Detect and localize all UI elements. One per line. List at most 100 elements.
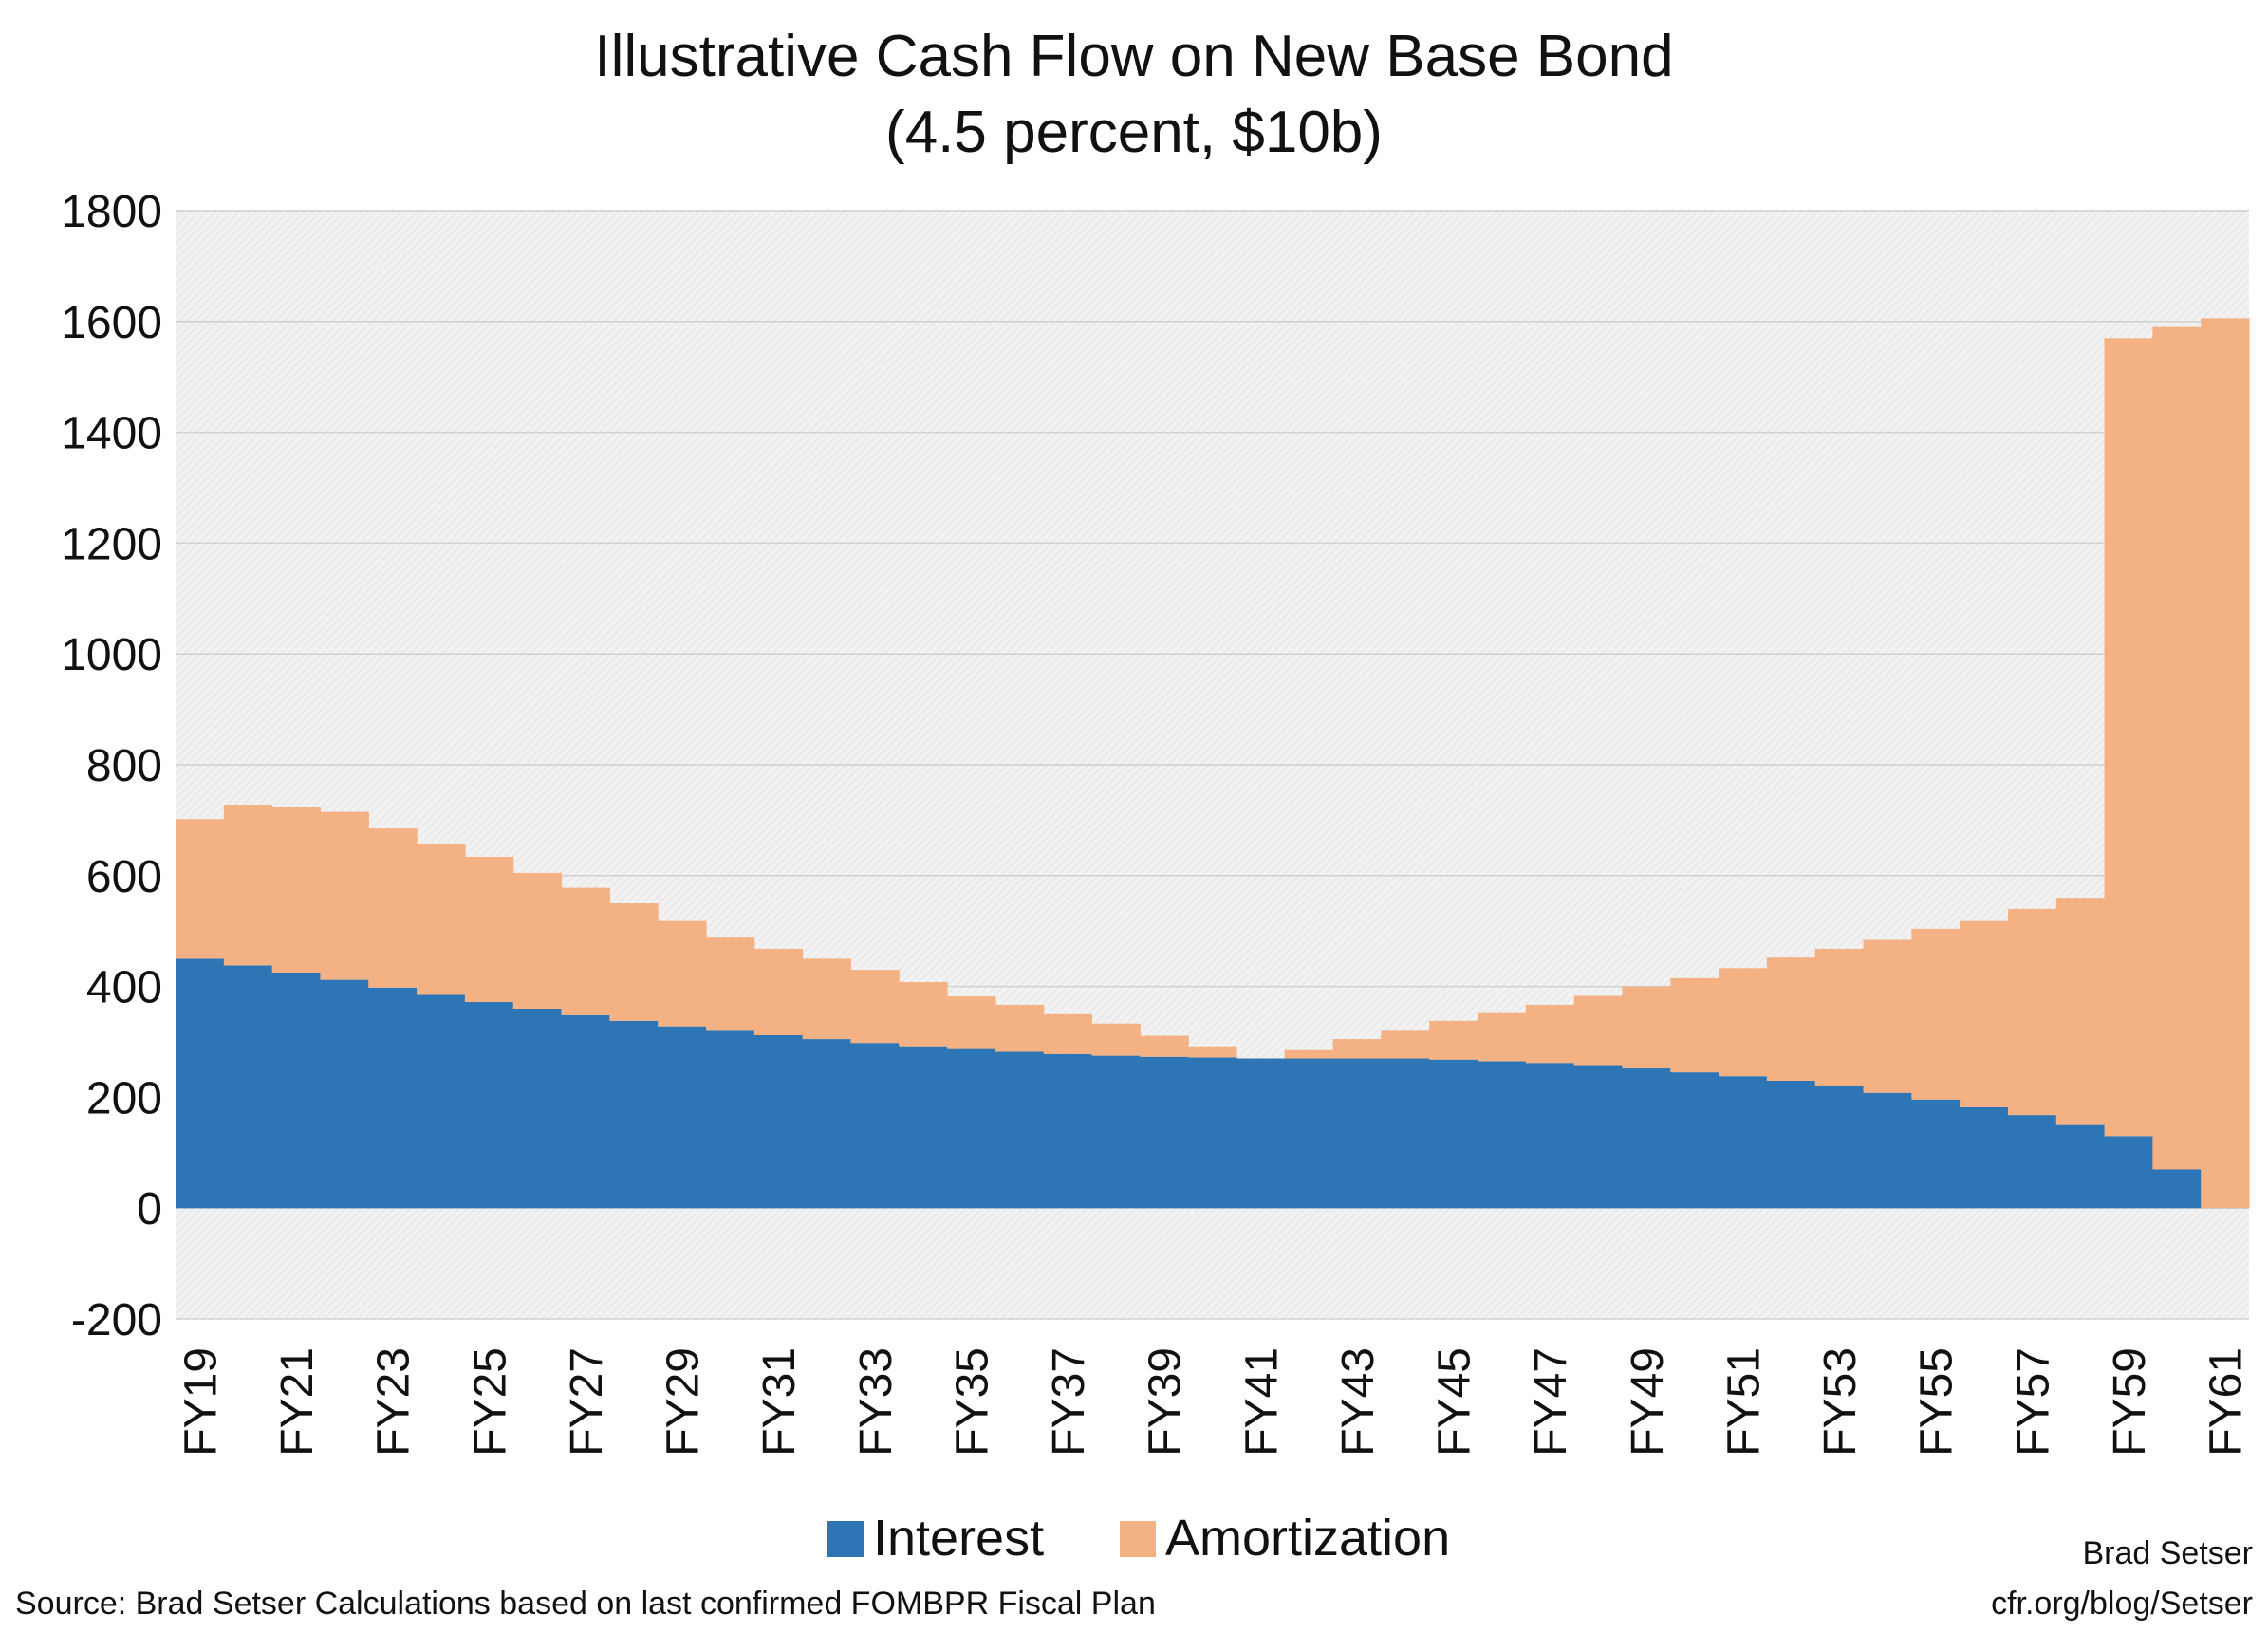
bar-amortization (1332, 1039, 1382, 1059)
x-tick-label: FY35 (947, 1347, 997, 1457)
bar-amortization (1525, 1004, 1575, 1064)
bar-interest (1573, 1065, 1624, 1209)
bar-interest (1332, 1058, 1382, 1209)
bar-amortization (1911, 928, 1961, 1100)
y-axis: 1800 1600 1400 1200 1000 800 600 400 200 0 -200 (61, 187, 162, 1345)
bar-amortization (995, 1004, 1045, 1052)
bar-interest (1284, 1058, 1334, 1209)
bar-interest (1670, 1072, 1720, 1209)
y-tick-label: -200 (71, 1295, 162, 1345)
bar-interest (609, 1020, 659, 1209)
bar-interest (1477, 1061, 1527, 1209)
bar-interest (1043, 1053, 1093, 1209)
x-tick-label: FY33 (851, 1347, 902, 1457)
bar-amortization (850, 970, 900, 1044)
y-tick-label: 1400 (61, 409, 162, 459)
bar-amortization (1766, 957, 1816, 1081)
bar-amortization (658, 920, 707, 1027)
bar-amortization (1188, 1046, 1237, 1058)
x-tick-label: FY61 (2202, 1347, 2252, 1457)
bar-interest (417, 994, 466, 1209)
x-tick-label: FY45 (1430, 1347, 1480, 1457)
x-tick-label: FY25 (465, 1347, 515, 1457)
x-axis: FY19 FY21 FY23 FY25 FY27 FY29 FY31 FY33 FY35 FY37… (176, 1347, 2251, 1457)
bar-amortization (2055, 898, 2106, 1125)
bar-amortization (1814, 948, 1865, 1086)
bar-interest (176, 958, 225, 1209)
x-tick-label: FY55 (1912, 1347, 1962, 1457)
bar-amortization (705, 937, 755, 1031)
bar-interest (753, 1034, 804, 1209)
legend-swatch-amortization (1120, 1521, 1156, 1557)
bar-amortization (464, 856, 514, 1002)
bar-interest (1091, 1055, 1141, 1209)
bar-interest (802, 1039, 851, 1209)
bar-amortization (1863, 939, 1912, 1093)
chart-title: Illustrative Cash Flow on New Base Bond (594, 24, 1673, 89)
y-tick-label: 1000 (61, 630, 162, 680)
url-note: cfr.org/blog/Setser (1991, 1586, 2253, 1622)
bar-amortization (176, 819, 225, 959)
x-tick-label: FY37 (1044, 1347, 1094, 1457)
bar-amortization (2104, 338, 2153, 1137)
bar-interest (2104, 1136, 2153, 1209)
bar-amortization (1140, 1035, 1189, 1057)
x-tick-label: FY59 (2105, 1347, 2155, 1457)
bar-interest (271, 973, 322, 1209)
x-tick-label: FY29 (659, 1347, 709, 1457)
bar-interest (658, 1026, 707, 1209)
bar-interest (368, 987, 418, 1209)
x-tick-label: FY23 (369, 1347, 419, 1457)
y-tick-label: 200 (86, 1073, 162, 1123)
bar-interest (1140, 1056, 1189, 1209)
x-tick-label: FY19 (176, 1347, 226, 1457)
bar-interest (561, 1014, 610, 1209)
bar-interest (1911, 1099, 1961, 1209)
bar-interest (1525, 1063, 1575, 1209)
x-tick-label: FY51 (1719, 1347, 1769, 1457)
bar-amortization (1429, 1020, 1478, 1060)
bar-amortization (271, 807, 322, 973)
bar-interest (1622, 1068, 1671, 1209)
bar-interest (947, 1048, 996, 1209)
x-tick-label: FY21 (272, 1347, 323, 1457)
legend: Interest Amortization (827, 1510, 1450, 1567)
bar-amortization (1719, 968, 1768, 1077)
y-tick-label: 1600 (61, 298, 162, 348)
author-note: Brad Setser (2082, 1535, 2253, 1571)
bar-amortization (1043, 1013, 1093, 1054)
chart-subtitle: (4.5 percent, $10b) (885, 100, 1383, 165)
bar-amortization (561, 887, 610, 1015)
bar-interest (223, 965, 273, 1209)
bar-interest (1814, 1086, 1865, 1209)
legend-label-amortization: Amortization (1165, 1510, 1450, 1567)
x-tick-label: FY27 (562, 1347, 612, 1457)
bar-interest (1863, 1092, 1912, 1209)
bar-interest (1236, 1058, 1286, 1209)
bar-interest (850, 1043, 900, 1209)
bar-amortization (899, 981, 948, 1047)
x-tick-label: FY47 (1526, 1347, 1576, 1457)
bar-amortization (947, 996, 996, 1049)
bar-amortization (1573, 995, 1624, 1066)
bar-amortization (1670, 977, 1720, 1073)
bar-interest (1188, 1057, 1237, 1209)
bar-amortization (1381, 1030, 1430, 1059)
bar-amortization (2152, 326, 2202, 1170)
y-tick-label: 0 (137, 1184, 162, 1234)
source-note: Source: Brad Setser Calculations based o… (15, 1586, 1156, 1622)
x-tick-label: FY39 (1141, 1347, 1191, 1457)
bar-amortization (1622, 986, 1671, 1069)
legend-label-interest: Interest (873, 1510, 1044, 1567)
bar-amortization (2201, 318, 2250, 1209)
y-tick-label: 400 (86, 963, 162, 1013)
x-tick-label: FY43 (1333, 1347, 1384, 1457)
bar-interest (512, 1008, 563, 1209)
x-tick-label: FY53 (1815, 1347, 1866, 1457)
bar-interest (899, 1046, 948, 1209)
bar-interest (1766, 1080, 1816, 1209)
bar-interest (1960, 1106, 2009, 1209)
y-tick-label: 800 (86, 741, 162, 791)
bar-amortization (1960, 920, 2009, 1107)
bar-interest (2007, 1115, 2057, 1209)
